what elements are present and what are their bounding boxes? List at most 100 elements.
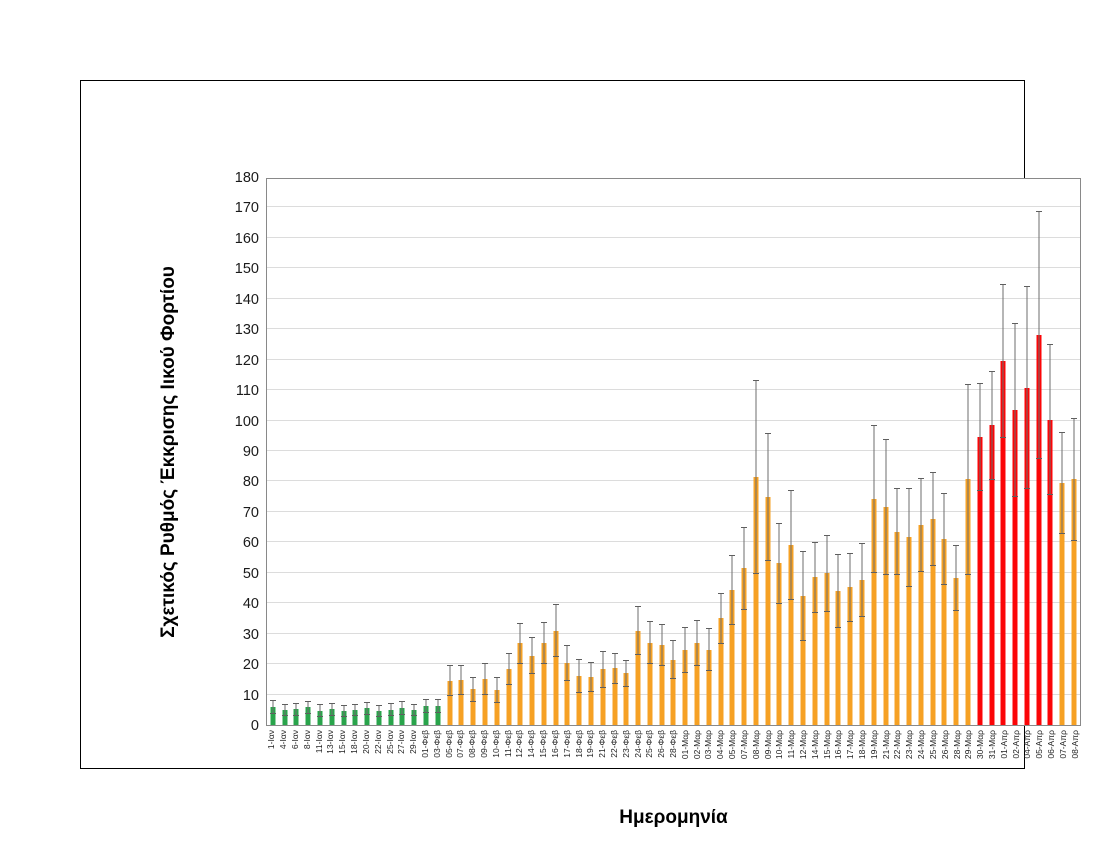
x-tick-slot: 19-Φεβ bbox=[585, 730, 597, 782]
bar bbox=[494, 690, 500, 725]
gridline bbox=[267, 267, 1080, 269]
y-tick-label: 70 bbox=[242, 504, 259, 521]
x-axis-tick-labels: 1-Ιαν 4-Ιαν 6-Ιαν 8-Ιαν 11-Ιαν 13-Ιαν 15-Ιαν 18… bbox=[266, 730, 1081, 782]
error-bar bbox=[800, 550, 807, 641]
bar bbox=[576, 676, 582, 725]
bar-slot bbox=[444, 179, 456, 725]
error-bar bbox=[670, 640, 677, 680]
x-tick-slot: 01-Φεβ bbox=[420, 730, 432, 782]
x-tick-label: 17-Μαρ bbox=[845, 730, 856, 760]
bar bbox=[776, 563, 782, 725]
x-tick-slot: 18-Μαρ bbox=[857, 730, 869, 782]
bar bbox=[470, 689, 476, 725]
bar-slot bbox=[962, 179, 974, 725]
x-tick-label: 16-Φεβ bbox=[549, 730, 560, 758]
x-tick-label: 21-Φεβ bbox=[597, 730, 608, 758]
y-tick-label: 40 bbox=[242, 596, 259, 613]
gridline bbox=[267, 236, 1080, 238]
x-tick-label: 02-Απρ bbox=[1010, 730, 1021, 759]
error-bar bbox=[599, 651, 606, 688]
x-tick-label: 22-Μαρ bbox=[892, 730, 903, 760]
x-tick-slot: 25-Μαρ bbox=[928, 730, 940, 782]
bar-slot bbox=[514, 179, 526, 725]
x-tick-slot: 29-Μαρ bbox=[963, 730, 975, 782]
error-bar bbox=[517, 622, 524, 665]
error-bar bbox=[941, 492, 948, 586]
bar bbox=[1012, 409, 1018, 725]
bar-slot bbox=[326, 179, 338, 725]
error-bar bbox=[411, 704, 418, 717]
x-tick-slot: 1-Ιαν bbox=[266, 730, 278, 782]
bar bbox=[812, 577, 818, 725]
x-tick-label: 07-Φεβ bbox=[455, 730, 466, 758]
bar-slot bbox=[880, 179, 892, 725]
bar-slot bbox=[703, 179, 715, 725]
y-tick-label: 20 bbox=[242, 657, 259, 674]
bar bbox=[1036, 335, 1042, 725]
x-tick-label: 23-Μαρ bbox=[904, 730, 915, 760]
bar-slot bbox=[491, 179, 503, 725]
bar bbox=[953, 578, 959, 725]
bar bbox=[965, 479, 971, 725]
x-tick-slot: 01-Απρ bbox=[998, 730, 1010, 782]
bar-slot bbox=[349, 179, 361, 725]
x-tick-slot: 22-Ιαν bbox=[372, 730, 384, 782]
x-tick-label: 12-Φεβ bbox=[514, 730, 525, 758]
x-tick-label: 8-Ιαν bbox=[301, 730, 312, 750]
error-bar bbox=[858, 543, 865, 617]
x-tick-label: 11-Ιαν bbox=[313, 730, 324, 754]
x-tick-slot: 07-Μαρ bbox=[739, 730, 751, 782]
x-tick-label: 15-Φεβ bbox=[538, 730, 549, 758]
x-tick-slot: 16-Μαρ bbox=[833, 730, 845, 782]
error-bar bbox=[988, 370, 995, 481]
bar bbox=[894, 531, 900, 725]
bar bbox=[564, 662, 570, 725]
x-tick-label: 25-Ιαν bbox=[384, 730, 395, 754]
bar bbox=[800, 595, 806, 725]
x-tick-label: 24-Φεβ bbox=[632, 730, 643, 758]
error-bar bbox=[917, 477, 924, 573]
y-tick-label: 160 bbox=[234, 230, 259, 247]
x-tick-label: 28-Φεβ bbox=[668, 730, 679, 758]
bar bbox=[341, 710, 347, 725]
bar-slot bbox=[632, 179, 644, 725]
x-tick-slot: 26-Φεβ bbox=[656, 730, 668, 782]
error-bar bbox=[788, 489, 795, 600]
x-tick-slot: 04-Απρ bbox=[1022, 730, 1034, 782]
x-tick-label: 01-Μαρ bbox=[679, 730, 690, 760]
bar-slot bbox=[456, 179, 468, 725]
bar-slot bbox=[844, 179, 856, 725]
x-tick-slot: 31-Μαρ bbox=[987, 730, 999, 782]
error-bar bbox=[540, 621, 547, 665]
x-tick-slot: 23-Φεβ bbox=[620, 730, 632, 782]
bar bbox=[788, 544, 794, 725]
error-bar bbox=[375, 704, 382, 717]
bar-slot bbox=[408, 179, 420, 725]
bar bbox=[847, 587, 853, 725]
bar bbox=[835, 590, 841, 725]
error-bar bbox=[458, 664, 465, 696]
bar-slot bbox=[821, 179, 833, 725]
bar bbox=[529, 655, 535, 725]
x-tick-slot: 07-Απρ bbox=[1057, 730, 1069, 782]
bar bbox=[447, 680, 453, 725]
x-tick-slot: 05-Απρ bbox=[1034, 730, 1046, 782]
x-tick-label: 24-Μαρ bbox=[916, 730, 927, 760]
bar-slot bbox=[762, 179, 774, 725]
bar bbox=[989, 425, 995, 725]
bar-slot bbox=[726, 179, 738, 725]
x-tick-slot: 03-Μαρ bbox=[703, 730, 715, 782]
x-tick-label: 03-Μαρ bbox=[703, 730, 714, 760]
x-tick-label: 26-Φεβ bbox=[656, 730, 667, 758]
bar-slot bbox=[939, 179, 951, 725]
x-tick-label: 04-Μαρ bbox=[715, 730, 726, 760]
error-bar bbox=[776, 522, 783, 605]
bar bbox=[706, 649, 712, 725]
x-tick-slot: 24-Μαρ bbox=[916, 730, 928, 782]
x-tick-slot: 02-Μαρ bbox=[691, 730, 703, 782]
x-tick-slot: 24-Φεβ bbox=[632, 730, 644, 782]
x-tick-slot: 23-Μαρ bbox=[904, 730, 916, 782]
y-tick-label: 130 bbox=[234, 322, 259, 339]
x-tick-label: 06-Απρ bbox=[1046, 730, 1057, 759]
gridline bbox=[267, 450, 1080, 451]
